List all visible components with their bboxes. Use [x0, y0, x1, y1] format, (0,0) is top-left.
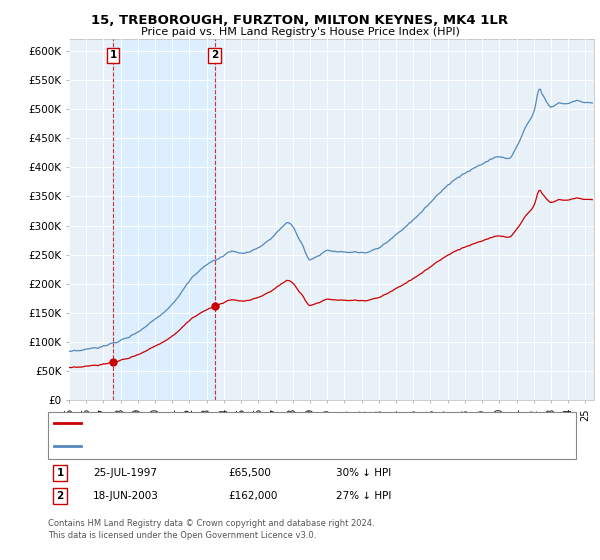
Text: £162,000: £162,000: [228, 491, 277, 501]
Text: 2: 2: [211, 50, 218, 60]
Text: 30% ↓ HPI: 30% ↓ HPI: [336, 468, 391, 478]
Text: HPI: Average price, detached house, Milton Keynes: HPI: Average price, detached house, Milt…: [87, 441, 336, 451]
Bar: [113, 39, 215, 400]
Text: 1: 1: [56, 468, 64, 478]
Text: This data is licensed under the Open Government Licence v3.0.: This data is licensed under the Open Gov…: [48, 531, 316, 540]
Text: 27% ↓ HPI: 27% ↓ HPI: [336, 491, 391, 501]
Text: £65,500: £65,500: [228, 468, 271, 478]
Text: Price paid vs. HM Land Registry's House Price Index (HPI): Price paid vs. HM Land Registry's House …: [140, 27, 460, 37]
Text: 18-JUN-2003: 18-JUN-2003: [93, 491, 159, 501]
Text: 1: 1: [109, 50, 116, 60]
Text: Contains HM Land Registry data © Crown copyright and database right 2024.: Contains HM Land Registry data © Crown c…: [48, 519, 374, 528]
Text: 15, TREBOROUGH, FURZTON, MILTON KEYNES, MK4 1LR: 15, TREBOROUGH, FURZTON, MILTON KEYNES, …: [91, 14, 509, 27]
Text: 25-JUL-1997: 25-JUL-1997: [93, 468, 157, 478]
Text: 15, TREBOROUGH, FURZTON, MILTON KEYNES, MK4 1LR (detached house): 15, TREBOROUGH, FURZTON, MILTON KEYNES, …: [87, 418, 451, 428]
Text: 2: 2: [56, 491, 64, 501]
